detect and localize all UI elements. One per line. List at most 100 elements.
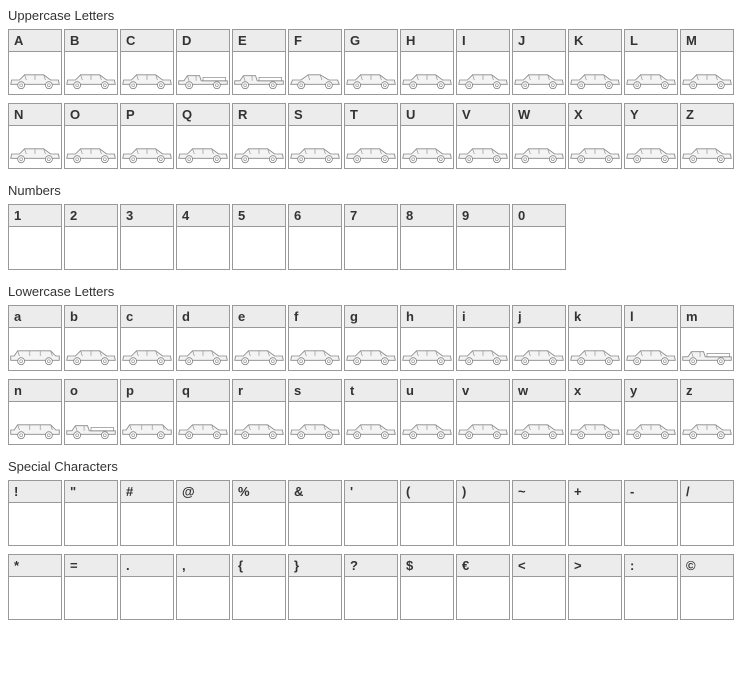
charmap-cell[interactable]: * (8, 554, 62, 620)
cell-glyph (289, 402, 341, 444)
charmap-cell[interactable]: Y (624, 103, 678, 169)
cell-label: & (289, 481, 341, 503)
charmap-cell[interactable]: V (456, 103, 510, 169)
charmap-cell[interactable]: f (288, 305, 342, 371)
charmap-cell[interactable]: B (64, 29, 118, 95)
charmap-cell[interactable]: U (400, 103, 454, 169)
charmap-cell[interactable]: { (232, 554, 286, 620)
charmap-cell[interactable]: + (568, 480, 622, 546)
charmap-cell[interactable]: S (288, 103, 342, 169)
charmap-cell[interactable]: 0 (512, 204, 566, 270)
cell-glyph (569, 52, 621, 94)
charmap-cell[interactable]: e (232, 305, 286, 371)
cell-label: / (681, 481, 733, 503)
cell-glyph (513, 227, 565, 269)
charmap-cell[interactable]: . (120, 554, 174, 620)
charmap-cell[interactable]: k (568, 305, 622, 371)
charmap-cell[interactable]: ! (8, 480, 62, 546)
charmap-cell[interactable]: v (456, 379, 510, 445)
charmap-cell[interactable]: y (624, 379, 678, 445)
cell-glyph (9, 227, 61, 269)
charmap-cell[interactable]: : (624, 554, 678, 620)
charmap-cell[interactable]: © (680, 554, 734, 620)
charmap-cell[interactable]: m (680, 305, 734, 371)
charmap-cell[interactable]: # (120, 480, 174, 546)
charmap-cell[interactable]: & (288, 480, 342, 546)
charmap-cell[interactable]: K (568, 29, 622, 95)
charmap-cell[interactable]: u (400, 379, 454, 445)
charmap-cell[interactable]: z (680, 379, 734, 445)
charmap-cell[interactable]: $ (400, 554, 454, 620)
charmap-cell[interactable]: 6 (288, 204, 342, 270)
charmap-cell[interactable]: } (288, 554, 342, 620)
charmap-cell[interactable]: = (64, 554, 118, 620)
charmap-cell[interactable]: H (400, 29, 454, 95)
charmap-cell[interactable]: T (344, 103, 398, 169)
charmap-cell[interactable]: q (176, 379, 230, 445)
charmap-cell[interactable]: p (120, 379, 174, 445)
charmap-cell[interactable]: F (288, 29, 342, 95)
charmap-cell[interactable]: 3 (120, 204, 174, 270)
charmap-cell[interactable]: Z (680, 103, 734, 169)
charmap-cell[interactable]: > (568, 554, 622, 620)
charmap-cell[interactable]: w (512, 379, 566, 445)
charmap-cell[interactable]: l (624, 305, 678, 371)
charmap-cell[interactable]: ' (344, 480, 398, 546)
charmap-cell[interactable]: @ (176, 480, 230, 546)
charmap-cell[interactable]: M (680, 29, 734, 95)
charmap-cell[interactable]: C (120, 29, 174, 95)
charmap-cell[interactable]: L (624, 29, 678, 95)
cell-glyph (569, 577, 621, 619)
charmap-cell[interactable]: d (176, 305, 230, 371)
charmap-cell[interactable]: n (8, 379, 62, 445)
charmap-cell[interactable]: , (176, 554, 230, 620)
charmap-cell[interactable]: D (176, 29, 230, 95)
charmap-cell[interactable]: € (456, 554, 510, 620)
charmap-cell[interactable]: ) (456, 480, 510, 546)
charmap-cell[interactable]: 9 (456, 204, 510, 270)
charmap-cell[interactable]: % (232, 480, 286, 546)
charmap-cell[interactable]: R (232, 103, 286, 169)
charmap-cell[interactable]: 5 (232, 204, 286, 270)
charmap-cell[interactable]: o (64, 379, 118, 445)
charmap-cell[interactable]: " (64, 480, 118, 546)
charmap-cell[interactable]: I (456, 29, 510, 95)
charmap-cell[interactable]: c (120, 305, 174, 371)
charmap-cell[interactable]: O (64, 103, 118, 169)
charmap-cell[interactable]: G (344, 29, 398, 95)
charmap-cell[interactable]: h (400, 305, 454, 371)
section-title: Special Characters (8, 459, 740, 474)
charmap-cell[interactable]: ( (400, 480, 454, 546)
charmap-cell[interactable]: b (64, 305, 118, 371)
charmap-cell[interactable]: X (568, 103, 622, 169)
charmap-cell[interactable]: P (120, 103, 174, 169)
charmap-cell[interactable]: Q (176, 103, 230, 169)
charmap-cell[interactable]: ~ (512, 480, 566, 546)
charmap-cell[interactable]: r (232, 379, 286, 445)
charmap-cell[interactable]: 2 (64, 204, 118, 270)
charmap-cell[interactable]: x (568, 379, 622, 445)
charmap-cell[interactable]: 8 (400, 204, 454, 270)
charmap-cell[interactable]: a (8, 305, 62, 371)
charmap-cell[interactable]: ? (344, 554, 398, 620)
charmap-cell[interactable]: 4 (176, 204, 230, 270)
cell-glyph (401, 227, 453, 269)
cell-glyph (457, 52, 509, 94)
charmap-cell[interactable]: j (512, 305, 566, 371)
charmap-cell[interactable]: s (288, 379, 342, 445)
charmap-cell[interactable]: W (512, 103, 566, 169)
charmap-cell[interactable]: t (344, 379, 398, 445)
charmap-cell[interactable]: E (232, 29, 286, 95)
cell-label: u (401, 380, 453, 402)
charmap-cell[interactable]: 1 (8, 204, 62, 270)
charmap-cell[interactable]: N (8, 103, 62, 169)
charmap-cell[interactable]: J (512, 29, 566, 95)
charmap-cell[interactable]: - (624, 480, 678, 546)
charmap-cell[interactable]: A (8, 29, 62, 95)
charmap-cell[interactable]: / (680, 480, 734, 546)
charmap-cell[interactable]: g (344, 305, 398, 371)
charmap-cell[interactable]: i (456, 305, 510, 371)
charmap-cell[interactable]: < (512, 554, 566, 620)
cell-glyph (569, 503, 621, 545)
charmap-cell[interactable]: 7 (344, 204, 398, 270)
